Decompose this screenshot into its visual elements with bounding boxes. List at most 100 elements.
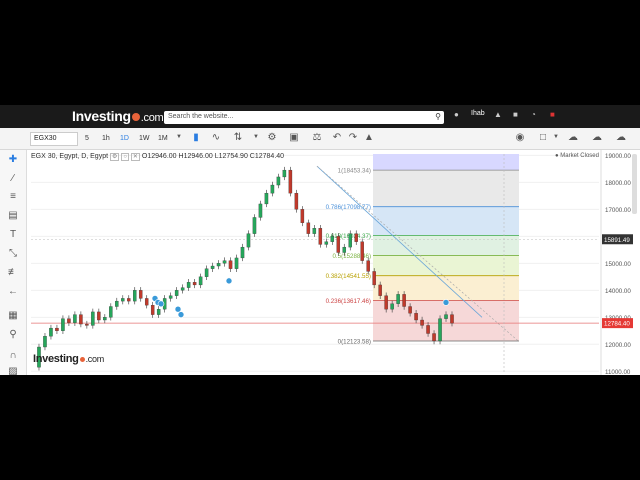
candle-body xyxy=(414,313,418,321)
legend-open-label: O xyxy=(141,153,148,160)
timeframe-1m[interactable]: 1M xyxy=(158,135,168,142)
candle-body xyxy=(426,325,430,334)
fib-level-label: 0.5(15288.46) xyxy=(332,253,371,260)
price-axis-tick: 19000.00 xyxy=(605,153,631,160)
brush-icon[interactable]: ≢ xyxy=(8,267,18,278)
candle-body xyxy=(216,263,221,267)
candle-body xyxy=(324,241,329,245)
candle-body xyxy=(79,314,83,325)
user-name[interactable]: Ihab xyxy=(471,110,485,117)
legend-hide-icon[interactable]: ○ xyxy=(121,153,129,161)
timeframe-dropdown-icon[interactable]: ▼ xyxy=(176,134,182,140)
fib-zone xyxy=(373,275,519,301)
magnet-icon[interactable]: ∩ xyxy=(9,350,17,361)
candle-body xyxy=(384,295,388,310)
logo-dot-icon xyxy=(131,113,140,121)
candle-body xyxy=(43,336,47,348)
site-logo[interactable]: Investing .com xyxy=(72,108,164,124)
horizontal-lines-icon[interactable]: ≡ xyxy=(10,191,16,202)
event-marker xyxy=(225,277,233,285)
indicators-icon[interactable]: ∿ xyxy=(211,132,221,143)
candle-body xyxy=(366,260,370,272)
briefcase-icon[interactable]: ■ xyxy=(513,110,518,119)
candle-body xyxy=(306,222,311,234)
text-icon[interactable]: T xyxy=(9,229,17,240)
chart-toolbar: EGX30 5 1h 1D 1W 1M ▼ ▮ ∿ ⇅ ▼ ⚙ ▣ ⚖ ↶ ↷ … xyxy=(0,128,640,150)
candle-body xyxy=(264,192,269,205)
candle-body xyxy=(396,294,400,304)
candle-body xyxy=(55,327,59,331)
candle-body xyxy=(336,236,341,253)
candle-body xyxy=(168,295,173,299)
price-chart[interactable]: 1(18453.34) 0.786(17098.77) 0.618(16034.37… xyxy=(27,150,640,375)
price-axis-tick: 15000.00 xyxy=(605,261,631,268)
pattern-icon[interactable]: ⤡ xyxy=(9,248,17,259)
candle-body xyxy=(300,209,305,223)
redo-icon[interactable]: ↷ xyxy=(348,132,358,143)
alert-icon[interactable]: ▲ xyxy=(364,132,374,143)
candle-body xyxy=(133,290,137,302)
candle-body xyxy=(318,228,323,245)
layout-icon[interactable]: □ xyxy=(539,132,547,143)
legend-high-label: H xyxy=(178,153,184,160)
event-marker xyxy=(157,300,165,308)
candle-body xyxy=(73,314,77,323)
bell-icon[interactable]: ▲ xyxy=(494,110,502,119)
candle-body xyxy=(127,298,131,302)
candle-body xyxy=(372,271,376,286)
market-status: ● Market Closed xyxy=(555,153,599,159)
compare-dropdown-icon[interactable]: ▼ xyxy=(253,134,259,140)
candle-body xyxy=(294,192,299,210)
cloud-save-icon[interactable]: ☁ xyxy=(568,132,578,143)
drawing-tools-panel: ✚ ∕ ≡ ▤ T ⤡ ≢ ← ▦ ⚲ ∩ ▨ xyxy=(0,150,27,375)
camera-icon[interactable]: ◉ xyxy=(515,132,525,143)
candle-body xyxy=(234,257,239,269)
watermark-text: Investing xyxy=(33,353,79,365)
crosshair-price-tag xyxy=(602,234,633,245)
search-icon[interactable]: ⚲ xyxy=(435,112,441,121)
candle-body xyxy=(228,260,233,269)
candle-body xyxy=(91,311,95,326)
cloud-sync-icon[interactable]: ☁ xyxy=(616,132,626,143)
cloud-load-icon[interactable]: ☁ xyxy=(592,132,602,143)
timeframe-1h[interactable]: 1h xyxy=(102,135,110,142)
layout-dropdown-icon[interactable]: ▼ xyxy=(553,134,559,140)
legend-settings-icon[interactable]: ⚙ xyxy=(110,153,120,161)
candle-body xyxy=(360,241,364,261)
lock-icon[interactable]: ▨ xyxy=(8,366,18,375)
fullscreen-icon[interactable]: ▣ xyxy=(289,132,299,143)
candles-icon[interactable]: ▮ xyxy=(193,132,199,143)
timeframe-1d[interactable]: 1D xyxy=(120,135,129,142)
clock-icon[interactable]: ◔ xyxy=(531,110,536,119)
legend-close-icon[interactable]: ✕ xyxy=(130,153,140,161)
avatar[interactable]: ● xyxy=(454,110,459,119)
timeframe-1w[interactable]: 1W xyxy=(139,135,150,142)
price-axis-tick: 17000.00 xyxy=(605,207,631,214)
candle-body xyxy=(115,300,119,307)
fib-zone xyxy=(373,154,519,171)
undo-icon[interactable]: ↶ xyxy=(332,132,342,143)
symbol-input[interactable]: EGX30 xyxy=(30,132,78,146)
measure-icon[interactable]: ▦ xyxy=(8,310,18,321)
timeframe-5[interactable]: 5 xyxy=(85,135,89,142)
compare-icon[interactable]: ⇅ xyxy=(233,132,243,143)
crosshair-icon[interactable]: ✚ xyxy=(8,154,18,165)
settings-gear-icon[interactable]: ⚙ xyxy=(267,132,277,143)
trendline-icon[interactable]: ∕ xyxy=(12,173,14,184)
candle-body xyxy=(438,318,442,342)
search-input[interactable]: Search the website... ⚲ xyxy=(164,111,444,124)
candle-body xyxy=(432,333,436,342)
flag-icon[interactable]: ■ xyxy=(550,110,555,119)
fib-level-label: 0(12123.58) xyxy=(338,338,371,345)
balance-icon[interactable]: ⚖ xyxy=(312,132,322,143)
candle-body xyxy=(174,290,179,296)
candle-body xyxy=(330,236,335,242)
candle-body xyxy=(348,233,352,248)
zoom-icon[interactable]: ⚲ xyxy=(9,329,17,340)
legend-high: 12946.00 xyxy=(183,153,213,160)
vertical-scrollbar xyxy=(632,154,637,214)
candle-body xyxy=(240,246,245,259)
legend-low: 12754.90 xyxy=(218,153,248,160)
back-arrow-icon[interactable]: ← xyxy=(8,286,18,297)
fib-retracement-icon[interactable]: ▤ xyxy=(8,210,18,221)
